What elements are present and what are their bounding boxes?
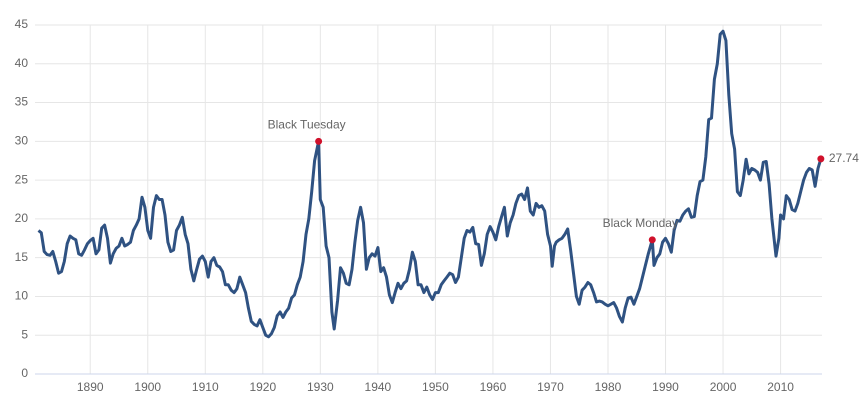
x-tick-label: 1990 [652, 380, 679, 394]
x-tick-label: 1980 [595, 380, 622, 394]
annotation-label: Black Monday [603, 216, 678, 230]
y-tick-label: 10 [15, 289, 29, 303]
x-tick-label: 1910 [192, 380, 219, 394]
y-tick-label: 35 [15, 95, 29, 109]
y-tick-label: 15 [15, 250, 29, 264]
annotation-label: Black Tuesday [268, 118, 346, 132]
annotation-marker [648, 236, 656, 244]
y-tick-label: 40 [15, 56, 29, 70]
x-tick-label: 1950 [422, 380, 449, 394]
y-tick-label: 30 [15, 134, 29, 148]
end-marker [817, 155, 825, 163]
y-tick-label: 45 [15, 17, 29, 31]
x-tick-label: 2010 [767, 380, 794, 394]
x-tick-label: 2000 [710, 380, 737, 394]
y-tick-label: 20 [15, 211, 29, 225]
x-tick-label: 1890 [77, 380, 104, 394]
y-tick-label: 0 [21, 366, 28, 380]
x-tick-label: 1970 [537, 380, 564, 394]
annotation-marker [315, 137, 323, 145]
y-tick-label: 5 [21, 327, 28, 341]
x-tick-label: 1960 [480, 380, 507, 394]
x-tick-label: 1920 [249, 380, 276, 394]
end-label: 27.74 [829, 151, 859, 165]
y-tick-label: 25 [15, 172, 29, 186]
x-tick-label: 1940 [365, 380, 392, 394]
x-tick-label: 1930 [307, 380, 334, 394]
x-tick-label: 1900 [134, 380, 161, 394]
line [37, 29, 823, 339]
